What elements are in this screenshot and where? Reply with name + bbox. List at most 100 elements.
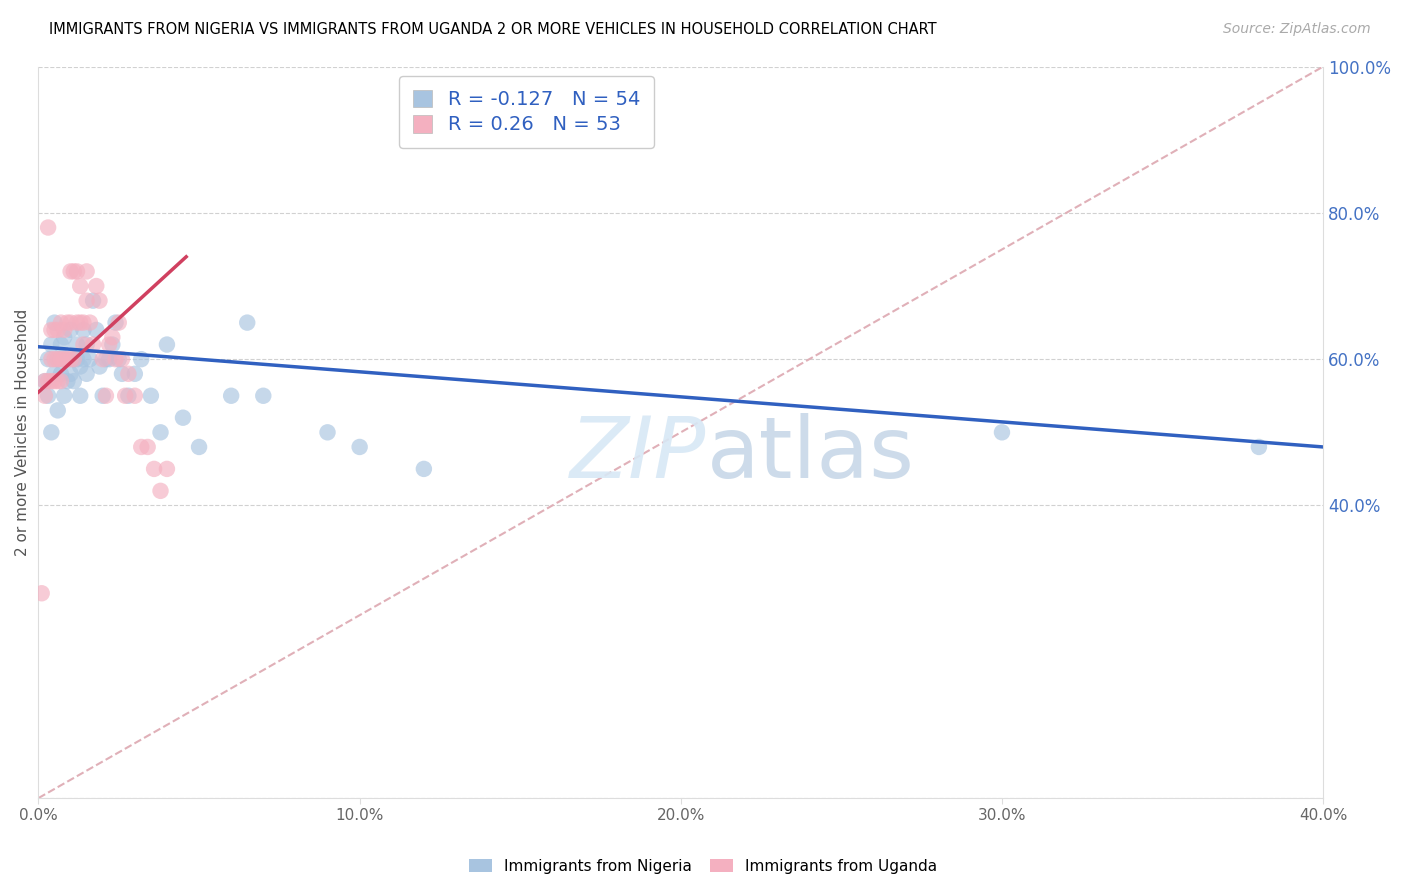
Point (62, 352, 84, 367)
Point (316, 425, 339, 440)
Point (44, 323, 66, 337)
Point (98, 352, 121, 367)
Point (143, 462, 166, 476)
Point (59, 316, 82, 330)
Point (53, 330, 76, 344)
Point (69, 359, 91, 374)
Point (76, 367, 98, 381)
Point (72, 352, 94, 367)
Point (39, 374, 62, 388)
Point (34, 374, 56, 388)
Point (89, 359, 111, 374)
Point (39, 352, 62, 367)
Point (129, 440, 152, 454)
Text: ZIP: ZIP (571, 413, 706, 496)
Point (117, 389, 139, 403)
Point (82, 337, 104, 351)
Y-axis label: 2 or more Vehicles in Household: 2 or more Vehicles in Household (15, 309, 30, 556)
Point (72, 323, 94, 337)
Point (34, 374, 56, 388)
Point (991, 425, 1014, 440)
Point (412, 462, 434, 476)
Point (37, 220, 59, 235)
Point (44, 352, 66, 367)
Point (124, 389, 146, 403)
Point (56, 352, 79, 367)
Point (66, 264, 89, 278)
Point (79, 316, 101, 330)
Point (101, 337, 124, 351)
Point (66, 352, 89, 367)
Point (156, 462, 179, 476)
Point (62, 374, 84, 388)
Point (107, 316, 129, 330)
Point (156, 337, 179, 351)
Point (37, 352, 59, 367)
Point (56, 374, 79, 388)
Point (49, 374, 72, 388)
Point (69, 316, 91, 330)
Point (46, 352, 69, 367)
Point (111, 367, 134, 381)
Point (236, 316, 259, 330)
Point (188, 440, 211, 454)
Point (49, 316, 72, 330)
Point (49, 337, 72, 351)
Point (76, 293, 98, 308)
Point (76, 264, 98, 278)
Point (114, 389, 136, 403)
Point (59, 367, 82, 381)
Point (117, 367, 139, 381)
Point (124, 367, 146, 381)
Text: Source: ZipAtlas.com: Source: ZipAtlas.com (1223, 22, 1371, 37)
Point (91, 389, 114, 403)
Point (72, 337, 94, 351)
Point (111, 352, 134, 367)
Point (104, 352, 127, 367)
Point (69, 279, 91, 293)
Point (91, 352, 114, 367)
Point (62, 264, 84, 278)
Point (62, 352, 84, 367)
Point (53, 352, 76, 367)
Text: IMMIGRANTS FROM NIGERIA VS IMMIGRANTS FROM UGANDA 2 OR MORE VEHICLES IN HOUSEHOL: IMMIGRANTS FROM NIGERIA VS IMMIGRANTS FR… (49, 22, 936, 37)
Point (39, 323, 62, 337)
Point (59, 264, 82, 278)
Point (46, 403, 69, 417)
Point (349, 440, 371, 454)
Point (49, 367, 72, 381)
Point (94, 389, 117, 403)
Point (66, 316, 89, 330)
Point (98, 337, 121, 351)
Point (76, 337, 98, 351)
Point (53, 389, 76, 403)
Point (46, 323, 69, 337)
Point (46, 374, 69, 388)
Point (44, 316, 66, 330)
Point (72, 316, 94, 330)
Point (94, 352, 117, 367)
Point (104, 316, 127, 330)
Point (39, 337, 62, 351)
Point (56, 316, 79, 330)
Point (252, 389, 274, 403)
Point (149, 425, 172, 440)
Point (172, 410, 194, 425)
Point (89, 293, 111, 308)
Point (136, 440, 159, 454)
Point (149, 483, 172, 498)
Legend: R = -0.127   N = 54, R = 0.26   N = 53: R = -0.127 N = 54, R = 0.26 N = 53 (399, 77, 654, 148)
Point (69, 389, 91, 403)
Point (101, 330, 124, 344)
Point (39, 425, 62, 440)
Point (56, 352, 79, 367)
Point (44, 367, 66, 381)
Point (37, 374, 59, 388)
Point (34, 389, 56, 403)
Point (1247, 440, 1270, 454)
Point (53, 323, 76, 337)
Point (219, 389, 242, 403)
Point (31, 586, 53, 600)
Point (84, 279, 107, 293)
Point (66, 337, 89, 351)
